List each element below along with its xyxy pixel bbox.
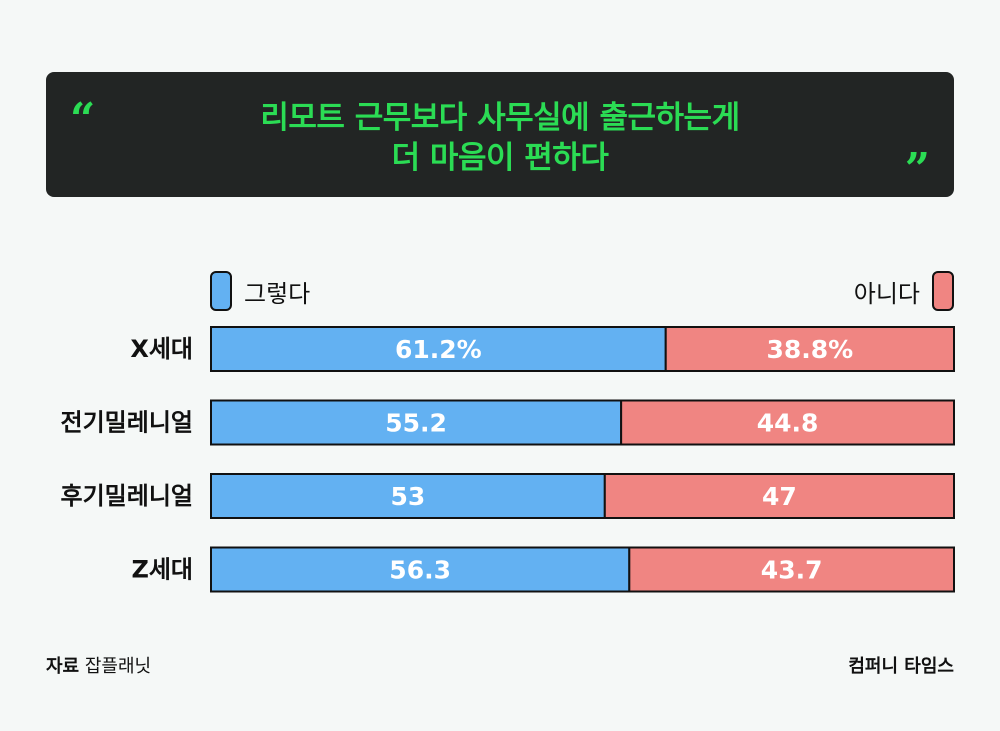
source-name: 잡플래닛: [84, 656, 152, 677]
bar-no: [620, 399, 955, 446]
legend-yes-label: 그렇다: [244, 279, 311, 308]
data-label-yes: 61.2%: [395, 335, 482, 364]
category-label: 전기밀레니얼: [61, 409, 193, 437]
category-label: X세대: [130, 335, 193, 363]
legend-yes-swatch: [210, 271, 232, 311]
legend-no-swatch: [932, 271, 954, 311]
bar-no: [628, 546, 956, 593]
title-line-2: 더 마음이 편하다: [391, 140, 609, 176]
category-label: 후기밀레니얼: [61, 482, 193, 510]
bar-yes: [210, 399, 623, 446]
open-quote-icon: “: [70, 94, 96, 145]
legend-no-label: 아니다: [853, 279, 920, 308]
bar-no: [664, 326, 955, 372]
data-label-yes: 56.3: [389, 556, 451, 585]
page-title: 리모트 근무보다 사무실에 출근하는게 더 마음이 편하다: [46, 98, 954, 178]
close-quote-icon: ”: [904, 144, 930, 195]
bar-no: [603, 473, 955, 519]
data-label-yes: 55.2: [385, 409, 447, 438]
legend-no: 아니다: [854, 270, 954, 312]
data-label-no: 47: [762, 482, 797, 511]
data-label-yes: 53: [390, 482, 425, 511]
title-line-1: 리모트 근무보다 사무실에 출근하는게: [260, 100, 740, 136]
bar-yes: [210, 546, 631, 593]
data-label-no: 44.8: [757, 409, 819, 438]
bar-yes: [210, 473, 606, 519]
data-label-no: 38.8%: [766, 335, 853, 364]
category-label: Z세대: [131, 556, 193, 584]
legend-yes: 그렇다: [210, 270, 310, 312]
source-prefix: 자료: [46, 656, 80, 677]
source-note: 자료 잡플래닛: [46, 652, 151, 678]
brand-name: 컴퍼니 타임스: [848, 656, 954, 677]
data-label-no: 43.7: [761, 556, 823, 585]
title-banner: “ 리모트 근무보다 사무실에 출근하는게 더 마음이 편하다 ”: [46, 72, 954, 197]
